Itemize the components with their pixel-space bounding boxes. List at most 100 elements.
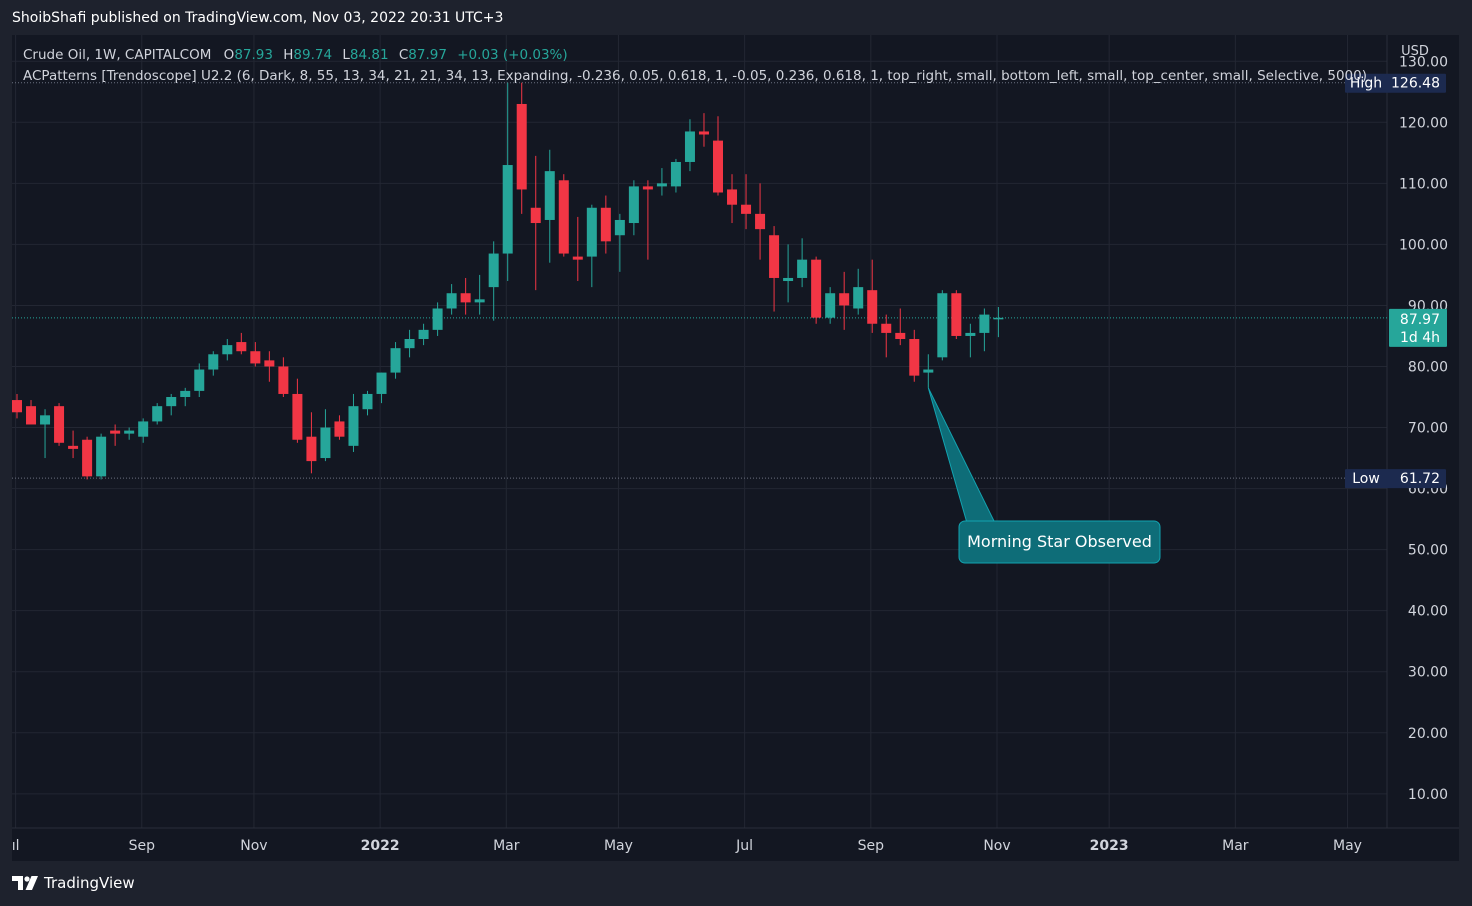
candle: [306, 412, 317, 474]
candle: [684, 119, 695, 172]
currency-label: USD: [1401, 44, 1429, 59]
price-tick-label: 10.00: [1408, 787, 1448, 803]
low-badge-label: Low: [1352, 471, 1380, 487]
candle: [755, 183, 766, 260]
candle: [68, 430, 79, 459]
candle-body: [698, 131, 709, 135]
candle-body: [979, 314, 990, 333]
candle-body: [586, 207, 597, 257]
candle-body: [909, 339, 920, 376]
candle-body: [110, 430, 121, 434]
high-badge-bg: [1345, 73, 1446, 93]
candle: [292, 378, 303, 443]
candle-body: [839, 293, 850, 306]
candle: [82, 436, 93, 480]
legend-low-value: 84.81: [349, 47, 389, 63]
candle-body: [853, 287, 864, 309]
reference-lines: [12, 82, 1387, 479]
tradingview-logo-icon[interactable]: [12, 876, 38, 890]
candle-body: [993, 317, 1004, 320]
candle: [670, 158, 681, 193]
candle: [811, 256, 822, 324]
high-badge: High 126.48: [1345, 73, 1446, 93]
legend-symbol-row[interactable]: Crude Oil, 1W, CAPITALCOM O87.93 H89.74 …: [23, 45, 1367, 66]
publisher-line: ShoibShafi published on TradingView.com,…: [12, 10, 503, 26]
candle-body: [544, 171, 555, 220]
candle-body: [516, 103, 527, 190]
last-price-value: 87.97: [1400, 312, 1440, 328]
time-tick-label: 2022: [361, 838, 400, 854]
candle-body: [362, 393, 373, 410]
candle: [713, 116, 723, 196]
candle: [236, 332, 247, 355]
candle: [965, 323, 976, 358]
candle: [895, 308, 906, 346]
candle-body: [26, 406, 37, 425]
legend-indicator[interactable]: ACPatterns [Trendoscope] U2.2 (6, Dark, …: [23, 68, 1367, 84]
time-tick-label: May: [604, 838, 633, 854]
candle: [26, 400, 37, 425]
candle: [769, 226, 780, 312]
candle-body: [166, 397, 177, 407]
candle: [166, 393, 177, 416]
candle: [937, 290, 948, 361]
candle-body: [404, 339, 415, 349]
time-tick-label: Mar: [1222, 838, 1249, 854]
chart-area[interactable]: 10.00 20.00 30.00 40.00 50.00 60.00 70.00 80.00…: [12, 35, 1459, 861]
high-badge-value: 126.48: [1391, 76, 1440, 92]
time-tick-label: Mar: [493, 838, 520, 854]
candle: [502, 82, 513, 282]
candle-body: [306, 436, 317, 462]
price-tick-label: 100.00: [1399, 237, 1448, 253]
candle: [348, 393, 359, 452]
time-tick-label: Nov: [240, 838, 267, 854]
candle: [320, 409, 331, 462]
time-tick-label: ıl: [12, 838, 19, 854]
candle-body: [180, 390, 191, 398]
candle-body: [138, 421, 149, 437]
candle: [628, 180, 639, 236]
candle-body: [208, 354, 219, 370]
legend-high-value: 89.74: [293, 47, 333, 63]
candle: [698, 113, 709, 147]
footer-brand[interactable]: TradingView: [44, 874, 135, 892]
legend-indicator-row[interactable]: ACPatterns [Trendoscope] U2.2 (6, Dark, …: [23, 66, 1367, 87]
candle-body: [68, 445, 79, 449]
candle-body: [222, 345, 233, 355]
candle: [614, 213, 625, 272]
candle-body: [670, 161, 681, 187]
candle: [586, 204, 597, 288]
price-scale-bg: [1387, 35, 1459, 861]
candle: [853, 268, 864, 315]
candle: [474, 274, 485, 315]
candle-body: [825, 293, 836, 318]
candle-body: [951, 293, 962, 336]
candle: [152, 403, 163, 425]
legend-close-label: C: [398, 47, 409, 63]
candle-body: [320, 427, 331, 459]
candle: [516, 82, 527, 214]
legend-high-label: H: [283, 47, 294, 63]
candle: [909, 329, 920, 382]
candle: [825, 287, 836, 324]
candle: [446, 284, 457, 315]
candle: [124, 427, 135, 440]
annotations: Morning Star Observed: [927, 387, 1161, 564]
candle: [54, 403, 65, 446]
candle-body: [12, 400, 22, 413]
candle-body: [923, 369, 934, 373]
legend-symbol[interactable]: Crude Oil, 1W, CAPITALCOM: [23, 47, 212, 63]
price-tick-label: 30.00: [1408, 665, 1448, 681]
candle-body: [755, 213, 766, 230]
candle: [12, 393, 22, 419]
callout-box: [958, 520, 1161, 564]
candle: [839, 271, 850, 330]
candle-body: [264, 360, 275, 367]
candle-body: [502, 165, 513, 254]
publisher-text: ShoibShafi published on TradingView.com,…: [12, 10, 504, 26]
candle-body: [656, 183, 667, 187]
candle-body: [292, 393, 303, 440]
price-chart[interactable]: 10.0020.0030.0040.0050.0060.0070.0080.00…: [12, 35, 1459, 861]
legend-low-label: L: [342, 47, 350, 63]
callout-pointer: [927, 387, 996, 524]
